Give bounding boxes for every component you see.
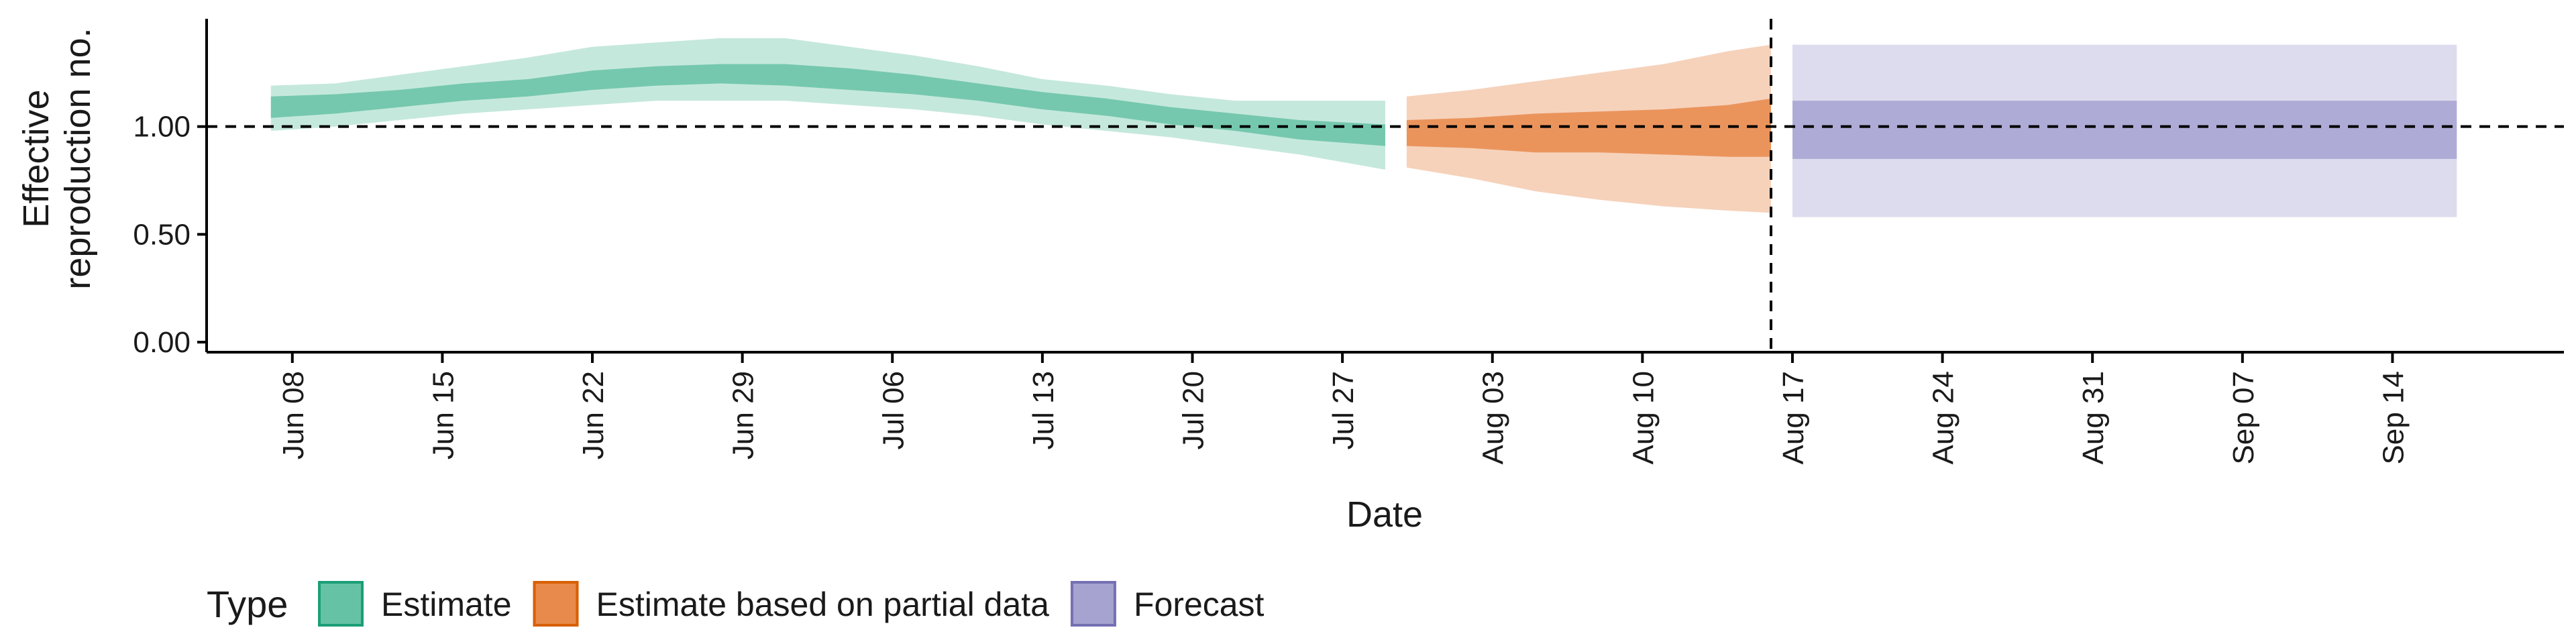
estimate-based-on-partial-data-band-50 — [1406, 98, 1771, 157]
x-tick-label: Jul 06 — [877, 371, 910, 449]
y-tick-label: 1.00 — [133, 111, 191, 144]
x-tick-label: Jun 22 — [577, 371, 610, 460]
estimate-band-50 — [270, 64, 1385, 146]
x-tick-label: Jun 29 — [727, 371, 760, 460]
x-tick-label: Sep 14 — [2377, 371, 2410, 464]
estimate-band-90 — [270, 38, 1385, 170]
legend-swatch-estimate — [318, 581, 364, 627]
axes: 0.00 0.50 1.00 Jun 08 Jun 15 Jun 22 Jun 29 Jul … — [133, 19, 2564, 464]
forecast-band-50 — [1792, 101, 2457, 159]
x-tick-label: Aug 17 — [1777, 371, 1810, 464]
x-tick-label: Aug 24 — [1927, 371, 1960, 464]
y-axis-title-line: Effective — [16, 89, 56, 227]
x-tick-label: Jul 20 — [1177, 371, 1210, 449]
legend-swatch-estimate-based-on-partial-data — [533, 581, 579, 627]
legend-label-estimate: Estimate — [381, 586, 512, 623]
x-tick-label: Jul 27 — [1327, 371, 1360, 449]
legend-label-estimate-based-on-partial-data: Estimate based on partial data — [596, 586, 1050, 623]
legend-swatch-forecast — [1070, 581, 1116, 627]
legend-title: Type — [207, 583, 288, 625]
x-tick-label: Aug 10 — [1627, 371, 1660, 464]
legend-label-forecast: Forecast — [1134, 586, 1265, 623]
x-axis-title: Date — [1346, 494, 1423, 535]
legend: Type Estimate Estimate based on partial da… — [207, 581, 1265, 627]
y-tick-label: 0.00 — [133, 326, 191, 359]
y-tick-label: 0.50 — [133, 218, 191, 251]
x-tick-label: Aug 31 — [2077, 371, 2110, 464]
x-tick-label: Jul 13 — [1027, 371, 1060, 449]
x-tick-label: Jun 15 — [427, 371, 460, 460]
x-tick-label: Jun 08 — [277, 371, 310, 460]
x-tick-label: Sep 07 — [2227, 371, 2260, 464]
y-axis-title: Effective reproduction no. — [16, 28, 98, 289]
x-tick-label: Aug 03 — [1477, 371, 1510, 464]
bands-layer — [270, 38, 2457, 217]
y-axis-title-line: reproduction no. — [58, 28, 98, 289]
